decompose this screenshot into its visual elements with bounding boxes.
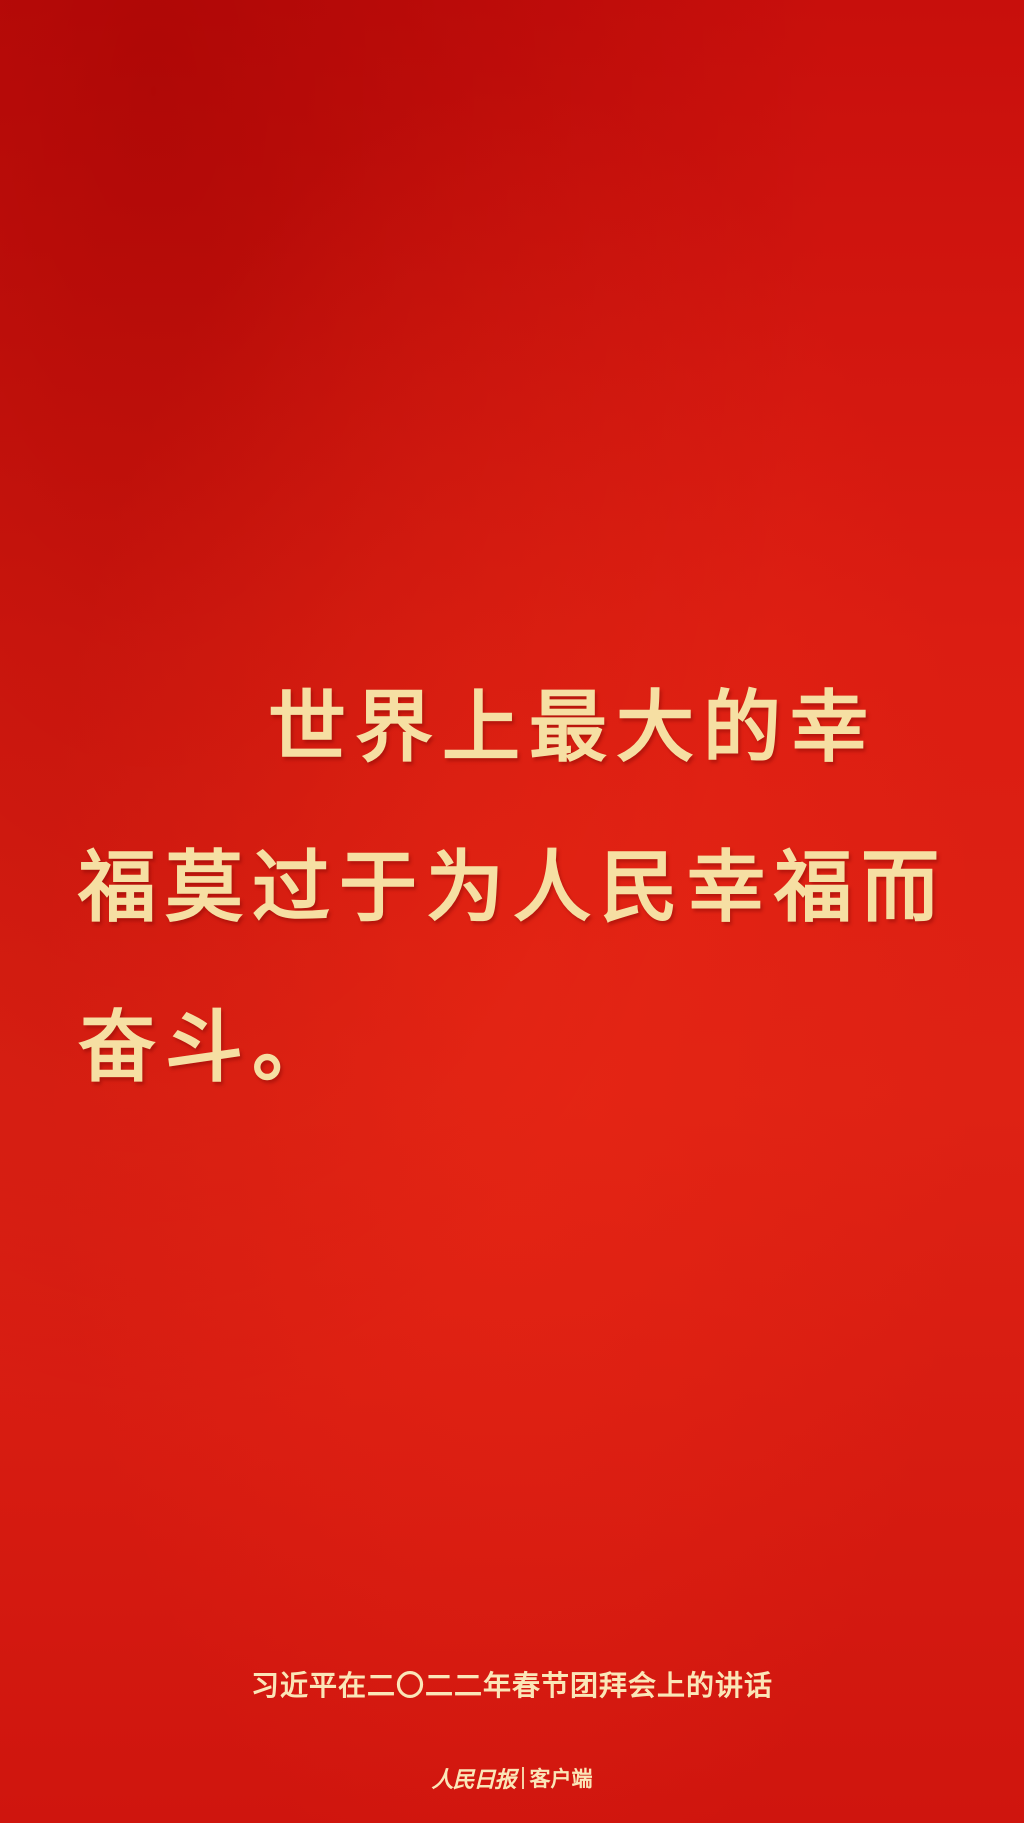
brand-footer: 人民日报 客户端 bbox=[0, 1762, 1024, 1794]
brand-client-label: 客户端 bbox=[529, 1767, 593, 1791]
source-caption: 习近平在二〇二二年春节团拜会上的讲话 bbox=[250, 1669, 773, 1702]
brand-divider bbox=[521, 1767, 524, 1789]
quote-text: 世界上最大的幸福莫过于为人民幸福而奋斗。 bbox=[78, 683, 949, 1093]
brand-logo: 人民日报 bbox=[431, 1767, 516, 1793]
